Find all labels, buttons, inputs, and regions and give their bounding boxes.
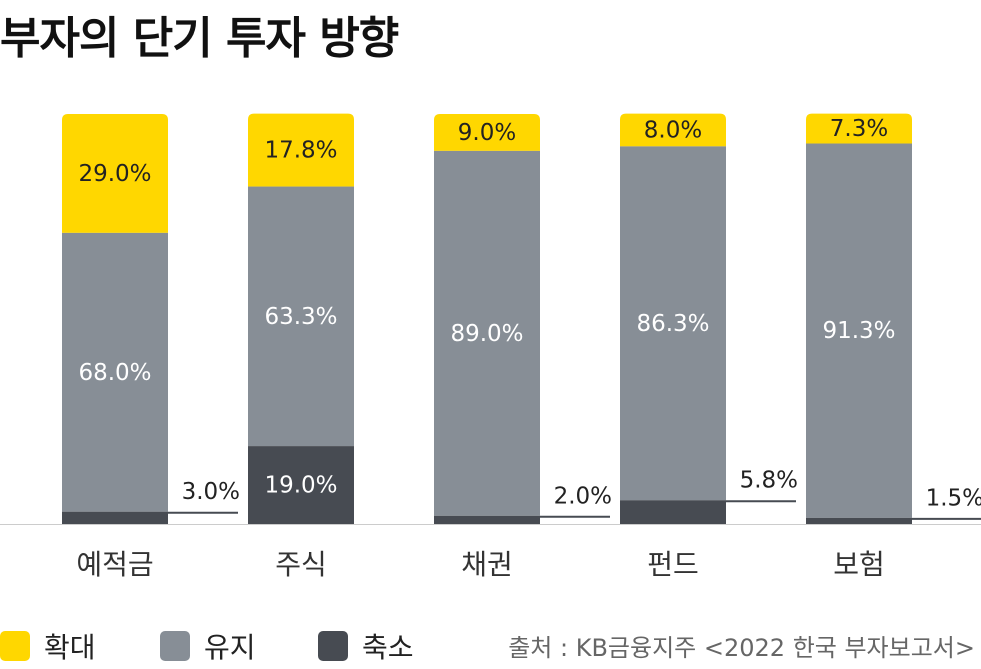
data-label-expand: 29.0% <box>78 161 151 187</box>
bar-reduce <box>62 511 168 524</box>
data-label-expand: 9.0% <box>458 120 516 146</box>
legend-item-reduce: 축소 <box>318 626 414 666</box>
chart-title: 부자의 단기 투자 방향 <box>0 13 399 64</box>
data-label-maintain: 63.3% <box>264 304 337 330</box>
legend-item-expand: 확대 <box>0 626 96 666</box>
category-label: 주식 <box>275 548 327 581</box>
legend: 확대 유지 축소 <box>0 626 981 666</box>
data-label-expand: 8.0% <box>644 117 702 143</box>
data-label-reduce: 19.0% <box>264 473 337 499</box>
category-label: 펀드 <box>647 548 699 581</box>
legend-label-maintain: 유지 <box>204 631 256 664</box>
bar-reduce <box>434 515 540 524</box>
category-label: 보험 <box>833 548 885 581</box>
bar-maintain <box>806 143 912 518</box>
category-label: 예적금 <box>76 548 153 581</box>
legend-swatch-expand <box>0 631 30 661</box>
data-label-maintain: 68.0% <box>78 360 151 386</box>
bar-expand <box>62 114 168 233</box>
data-label-reduce: 5.8% <box>740 468 798 494</box>
chart-canvas: 29.0% 68.0% 3.0% 예적금 17.8% 63.3% 19.0% 주식 9.0% 89… <box>0 113 981 581</box>
bar-expand <box>248 113 354 187</box>
bar-maintain <box>620 146 726 501</box>
legend-item-maintain: 유지 <box>160 626 256 666</box>
bar-maintain <box>248 186 354 447</box>
data-label-reduce: 3.0% <box>182 479 240 505</box>
data-label-reduce: 1.5% <box>926 485 981 511</box>
data-label-expand: 17.8% <box>264 138 337 164</box>
category-label: 채권 <box>461 548 513 581</box>
data-label-maintain: 86.3% <box>636 311 709 337</box>
bar-reduce <box>248 446 354 524</box>
bar-reduce <box>620 500 726 524</box>
data-label-expand: 7.3% <box>830 116 888 142</box>
data-label-maintain: 89.0% <box>450 321 523 347</box>
bar-maintain <box>62 232 168 512</box>
legend-swatch-reduce <box>318 631 348 661</box>
source-note: 출처 : KB금융지주 <2022 한국 부자보고서> <box>508 634 975 662</box>
bar-expand <box>806 113 912 144</box>
legend-label-reduce: 축소 <box>362 631 414 664</box>
bar-expand <box>620 113 726 147</box>
bar-reduce <box>806 517 912 524</box>
data-label-reduce: 2.0% <box>554 483 612 509</box>
bar-maintain <box>434 150 540 516</box>
legend-label-expand: 확대 <box>44 631 96 664</box>
bar-expand <box>434 114 540 151</box>
data-label-maintain: 91.3% <box>822 318 895 344</box>
legend-swatch-maintain <box>160 631 190 661</box>
